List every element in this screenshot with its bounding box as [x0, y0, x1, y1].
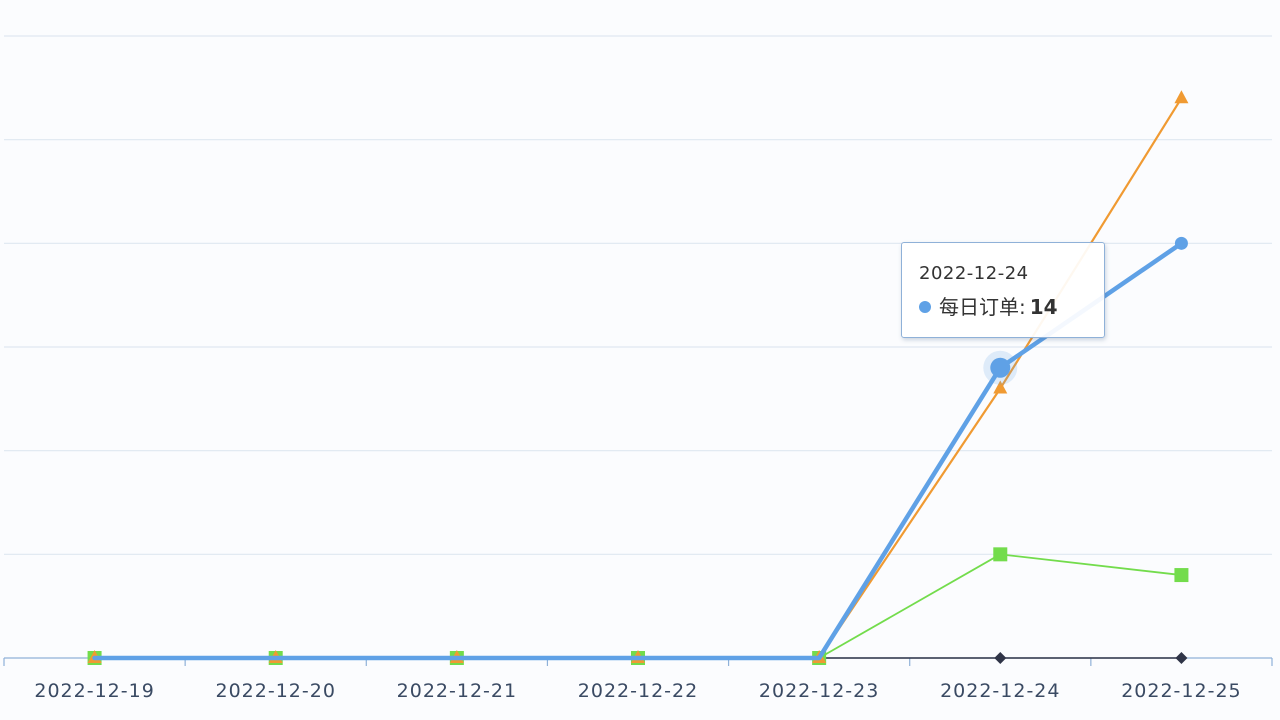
- series-point[interactable]: [1174, 568, 1189, 583]
- tooltip-series-dot: [919, 301, 931, 313]
- tooltip-separator: :: [1019, 295, 1026, 319]
- series-line: [93, 97, 1183, 660]
- series-point[interactable]: [1174, 236, 1188, 250]
- x-tick-label: 2022-12-24: [940, 680, 1060, 702]
- series-point[interactable]: [1174, 90, 1189, 104]
- series-point[interactable]: [993, 380, 1008, 394]
- tooltip-row: 每日订单: 14: [919, 291, 1058, 320]
- tooltip: 2022-12-24 每日订单: 14: [901, 242, 1105, 338]
- x-tick-label: 2022-12-20: [216, 680, 336, 702]
- tooltip-date: 2022-12-24: [919, 263, 1029, 284]
- series-layer: [87, 90, 1189, 665]
- x-tick-label: 2022-12-19: [34, 680, 154, 702]
- series-3: [87, 547, 1189, 665]
- x-tick-label: 2022-12-21: [397, 680, 517, 702]
- series-line: [93, 553, 1183, 659]
- series-point[interactable]: [993, 547, 1008, 562]
- series-point[interactable]: [1175, 652, 1188, 664]
- x-tick-label: 2022-12-23: [759, 680, 879, 702]
- tooltip-series-name: 每日订单: [939, 295, 1019, 319]
- x-tick-label: 2022-12-25: [1121, 680, 1241, 702]
- series-2: [87, 90, 1189, 663]
- grid-lines: [4, 35, 1272, 555]
- x-tick-labels: 2022-12-19 2022-12-20 2022-12-21 2022-12-22…: [34, 680, 1241, 702]
- series-point[interactable]: [994, 652, 1007, 664]
- x-tick-label: 2022-12-22: [578, 680, 698, 702]
- tooltip-value: 14: [1029, 295, 1058, 319]
- highlight-point[interactable]: [990, 357, 1011, 378]
